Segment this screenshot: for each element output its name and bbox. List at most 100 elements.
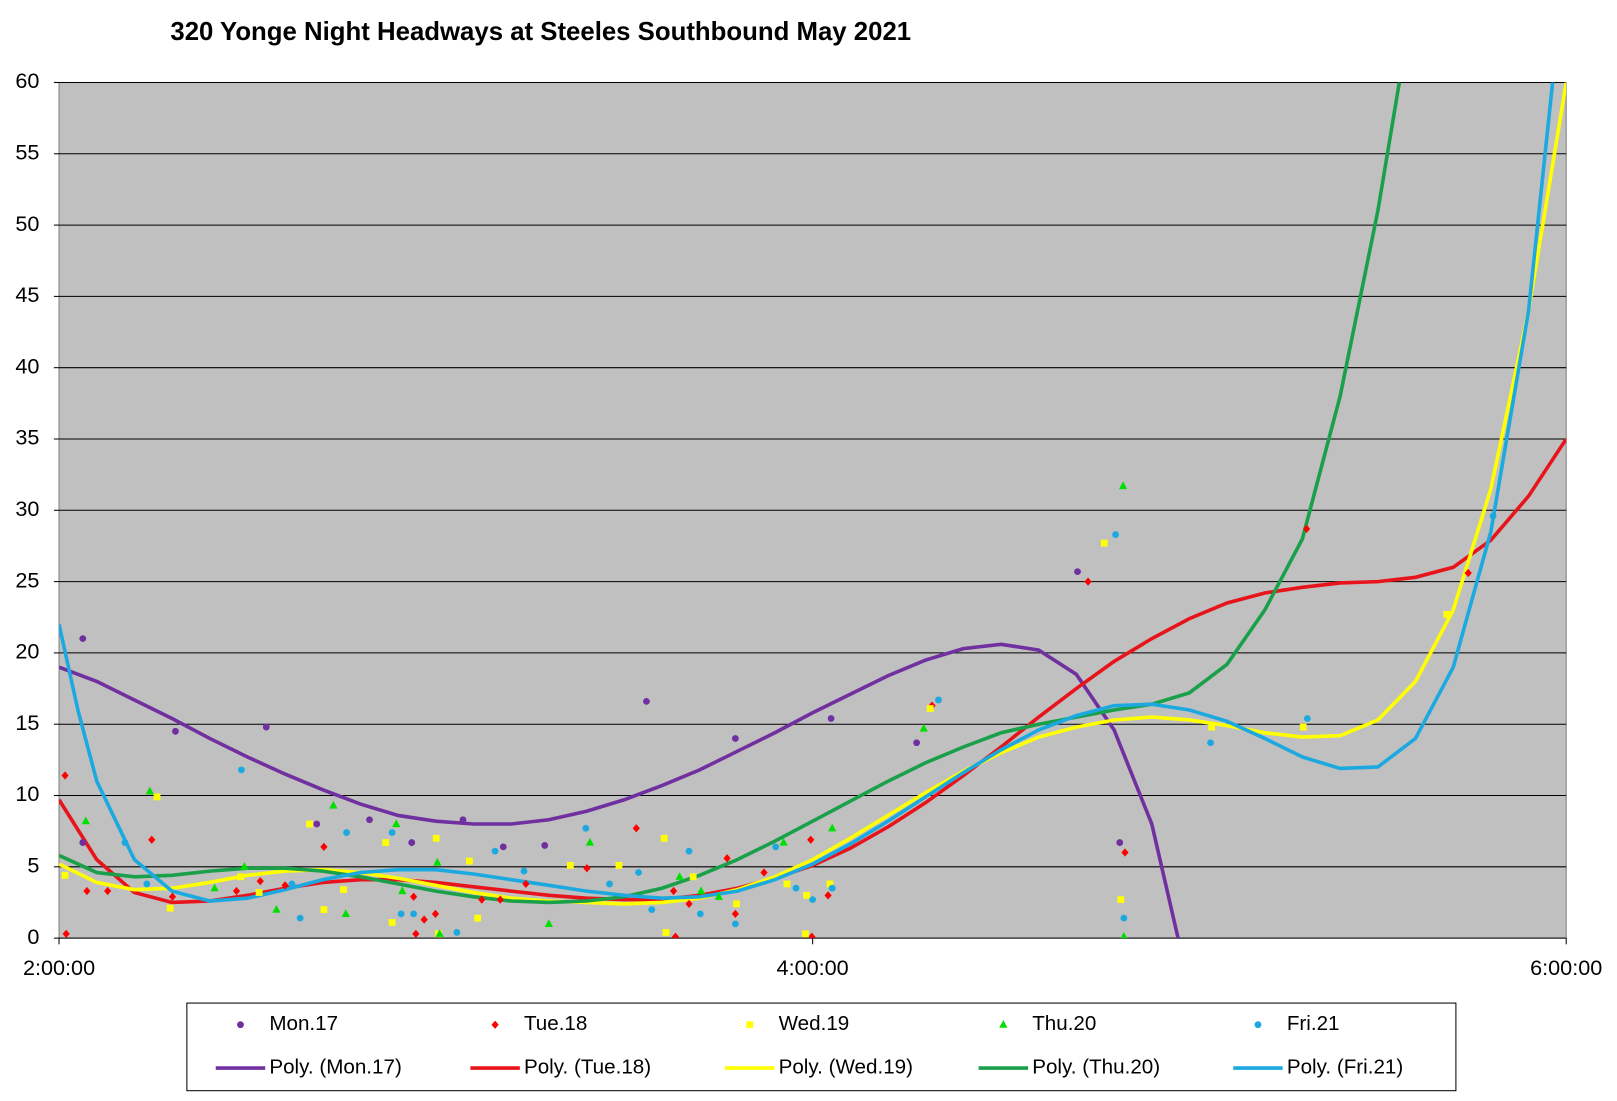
data-point bbox=[723, 854, 731, 863]
data-point bbox=[79, 839, 87, 846]
y-tick-label: 10 bbox=[15, 781, 39, 806]
data-point bbox=[760, 868, 768, 877]
trendline bbox=[59, 642, 1180, 939]
data-point bbox=[459, 816, 467, 824]
data-point bbox=[237, 873, 245, 881]
data-point bbox=[166, 904, 174, 912]
data-point bbox=[397, 910, 405, 918]
data-point bbox=[1207, 739, 1214, 747]
data-point bbox=[635, 869, 642, 876]
legend-label: Poly. (Thu.20) bbox=[1032, 1055, 1160, 1078]
data-point bbox=[1303, 715, 1311, 722]
data-point bbox=[926, 705, 934, 712]
data-point bbox=[388, 829, 396, 836]
y-tick-label: 5 bbox=[27, 853, 39, 878]
data-point bbox=[803, 891, 810, 899]
data-point bbox=[544, 919, 553, 927]
data-point bbox=[382, 839, 390, 846]
data-point bbox=[828, 884, 836, 892]
data-point bbox=[615, 861, 623, 869]
data-point bbox=[262, 723, 270, 731]
data-point bbox=[685, 847, 693, 855]
data-point bbox=[566, 861, 574, 869]
legend-label: Wed.19 bbox=[779, 1012, 850, 1035]
y-tick-label: 15 bbox=[15, 710, 39, 735]
data-point bbox=[1118, 481, 1128, 490]
data-point bbox=[62, 929, 70, 938]
y-tick-label: 0 bbox=[27, 924, 39, 949]
y-tick-label: 35 bbox=[15, 425, 39, 450]
data-point bbox=[168, 892, 177, 901]
data-point bbox=[1120, 914, 1128, 922]
data-point bbox=[1100, 539, 1108, 547]
data-point bbox=[256, 876, 264, 886]
data-point bbox=[1116, 839, 1124, 846]
plot bbox=[59, 82, 1567, 939]
data-point bbox=[340, 886, 347, 894]
data-point bbox=[714, 892, 723, 900]
data-point bbox=[809, 896, 817, 904]
legend-marker bbox=[237, 1021, 244, 1029]
legend-label: Poly. (Tue.18) bbox=[524, 1055, 651, 1078]
data-point bbox=[1120, 932, 1128, 939]
data-point bbox=[341, 909, 350, 917]
data-point bbox=[238, 766, 245, 774]
data-point bbox=[675, 872, 684, 880]
y-tick-label: 45 bbox=[15, 282, 39, 307]
data-point bbox=[583, 864, 591, 873]
data-point bbox=[392, 819, 401, 828]
data-point bbox=[329, 800, 338, 809]
data-point bbox=[802, 930, 809, 938]
data-point bbox=[398, 886, 407, 895]
data-point bbox=[919, 723, 928, 732]
data-point bbox=[491, 847, 499, 855]
data-point bbox=[172, 727, 179, 735]
data-point bbox=[1074, 568, 1081, 576]
data-point bbox=[783, 880, 791, 888]
data-point bbox=[913, 739, 921, 747]
data-point bbox=[779, 837, 788, 846]
data-point bbox=[606, 880, 613, 888]
data-point bbox=[420, 915, 428, 924]
data-point bbox=[1299, 723, 1307, 731]
y-tick-label: 55 bbox=[15, 139, 39, 164]
data-point bbox=[121, 839, 129, 846]
data-point bbox=[1443, 610, 1451, 618]
legend-label: Fri.21 bbox=[1287, 1012, 1340, 1035]
legend-label: Thu.20 bbox=[1032, 1012, 1096, 1035]
data-point bbox=[453, 929, 461, 936]
data-point bbox=[541, 842, 549, 849]
data-point bbox=[296, 914, 304, 922]
data-point bbox=[826, 880, 834, 888]
data-point bbox=[1121, 848, 1129, 857]
legend-label: Poly. (Mon.17) bbox=[269, 1055, 401, 1078]
legend-marker bbox=[999, 1020, 1008, 1028]
data-point bbox=[1112, 531, 1119, 538]
data-point bbox=[432, 834, 440, 842]
x-tick-label: 6:00:00 bbox=[1530, 955, 1602, 980]
legend-label: Poly. (Wed.19) bbox=[779, 1055, 913, 1078]
data-point bbox=[79, 635, 87, 643]
data-point bbox=[520, 867, 528, 875]
x-tick-label: 4:00:00 bbox=[777, 955, 849, 980]
x-tick-label: 2:00:00 bbox=[23, 955, 95, 980]
data-point bbox=[731, 735, 739, 742]
data-point bbox=[1489, 512, 1497, 520]
data-point bbox=[827, 715, 835, 722]
data-point bbox=[828, 823, 837, 832]
data-point bbox=[281, 881, 289, 890]
data-point bbox=[61, 871, 69, 879]
data-point bbox=[343, 829, 350, 836]
data-point bbox=[410, 910, 418, 918]
data-point bbox=[1302, 524, 1311, 533]
legend-marker bbox=[491, 1020, 499, 1029]
legend-label: Poly. (Fri.21) bbox=[1287, 1055, 1403, 1078]
data-point bbox=[689, 873, 697, 881]
y-tick-label: 40 bbox=[15, 353, 39, 378]
data-point bbox=[499, 843, 507, 851]
data-point bbox=[408, 839, 416, 846]
data-point bbox=[643, 697, 650, 705]
trendline bbox=[59, 82, 1555, 903]
